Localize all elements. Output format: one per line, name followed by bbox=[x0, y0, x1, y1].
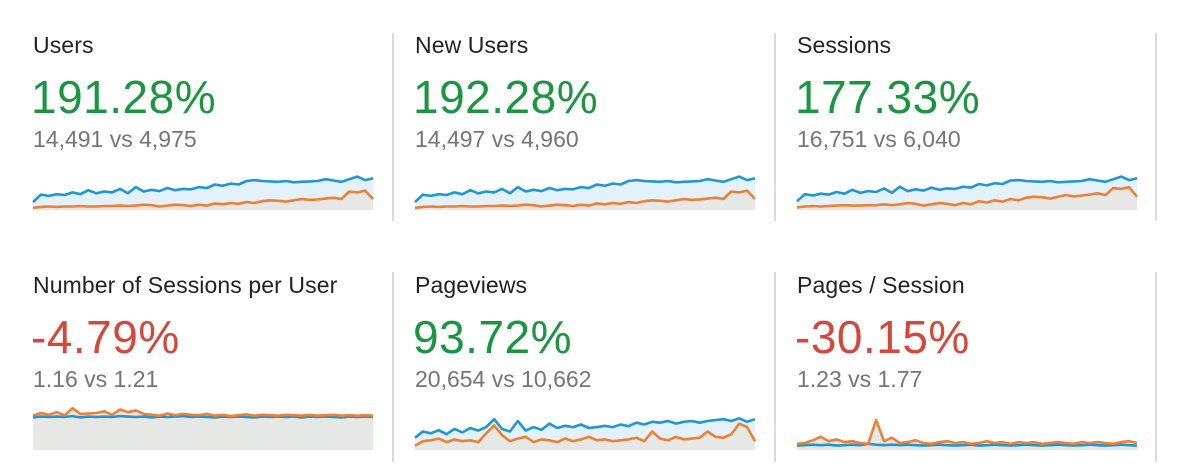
current-period-line bbox=[32, 414, 374, 419]
metric-comparison: 1.16 vs 1.21 bbox=[33, 366, 159, 392]
metric-change: -4.79% bbox=[31, 311, 180, 363]
metric-change: 177.33% bbox=[795, 71, 981, 123]
sparkline-chart bbox=[796, 175, 1139, 210]
current-period-line bbox=[32, 175, 374, 204]
previous-period-line bbox=[414, 422, 757, 447]
metric-comparison: 14,491 vs 4,975 bbox=[33, 126, 197, 152]
previous-period-line bbox=[32, 189, 374, 210]
column-divider bbox=[392, 33, 394, 221]
metric-comparison: 16,751 vs 6,040 bbox=[797, 126, 961, 152]
metric-label: Pageviews bbox=[415, 272, 528, 298]
previous-period-line bbox=[796, 418, 1138, 446]
current-period-line bbox=[796, 442, 1138, 447]
metric-label: Pages / Session bbox=[797, 272, 965, 298]
sparkline-chart bbox=[796, 418, 1138, 450]
column-divider bbox=[774, 272, 776, 462]
previous-period-line bbox=[414, 189, 756, 210]
metric-change: -30.15% bbox=[795, 311, 970, 363]
previous-period-line bbox=[796, 185, 1139, 209]
metric-change: 93.72% bbox=[413, 311, 573, 363]
metric-card-sessions[interactable]: Sessions 177.33% 16,751 vs 6,040 bbox=[795, 32, 1142, 222]
previous-period-area bbox=[415, 423, 755, 450]
metric-card-pageviews[interactable]: Pageviews 93.72% 20,654 vs 10,662 bbox=[413, 272, 760, 462]
metric-card-users[interactable]: Users 191.28% 14,491 vs 4,975 bbox=[31, 32, 378, 222]
metric-label: Number of Sessions per User bbox=[33, 272, 338, 298]
metric-card-sessions-per-user[interactable]: Number of Sessions per User -4.79% 1.16 … bbox=[31, 272, 378, 462]
current-period-line bbox=[414, 417, 756, 439]
column-divider bbox=[1155, 272, 1157, 462]
previous-period-area bbox=[797, 420, 1137, 450]
column-divider bbox=[392, 272, 394, 462]
metric-card-new-users[interactable]: New Users 192.28% 14,497 vs 4,960 bbox=[413, 32, 760, 222]
previous-period-line bbox=[32, 406, 374, 418]
sparkline-chart bbox=[414, 417, 757, 450]
metric-comparison: 14,497 vs 4,960 bbox=[415, 126, 579, 152]
metric-label: Users bbox=[33, 32, 94, 58]
previous-period-area bbox=[33, 190, 373, 210]
current-period-line bbox=[414, 175, 756, 204]
metric-comparison: 1.23 vs 1.77 bbox=[797, 366, 923, 392]
current-period-line bbox=[796, 175, 1138, 203]
previous-period-area bbox=[33, 408, 373, 450]
metric-change: 192.28% bbox=[413, 71, 599, 123]
column-divider bbox=[774, 33, 776, 221]
metric-comparison: 20,654 vs 10,662 bbox=[415, 366, 592, 392]
previous-period-area bbox=[415, 190, 755, 210]
previous-period-area bbox=[797, 187, 1137, 210]
metric-label: Sessions bbox=[797, 32, 892, 58]
metric-change: 191.28% bbox=[31, 71, 217, 123]
sparkline-chart bbox=[414, 175, 756, 210]
column-divider bbox=[1155, 33, 1157, 221]
sparkline-chart bbox=[32, 175, 374, 210]
sparkline-chart bbox=[32, 406, 374, 450]
metric-label: New Users bbox=[415, 32, 529, 58]
metric-card-pages-per-session[interactable]: Pages / Session -30.15% 1.23 vs 1.77 bbox=[795, 272, 1142, 462]
